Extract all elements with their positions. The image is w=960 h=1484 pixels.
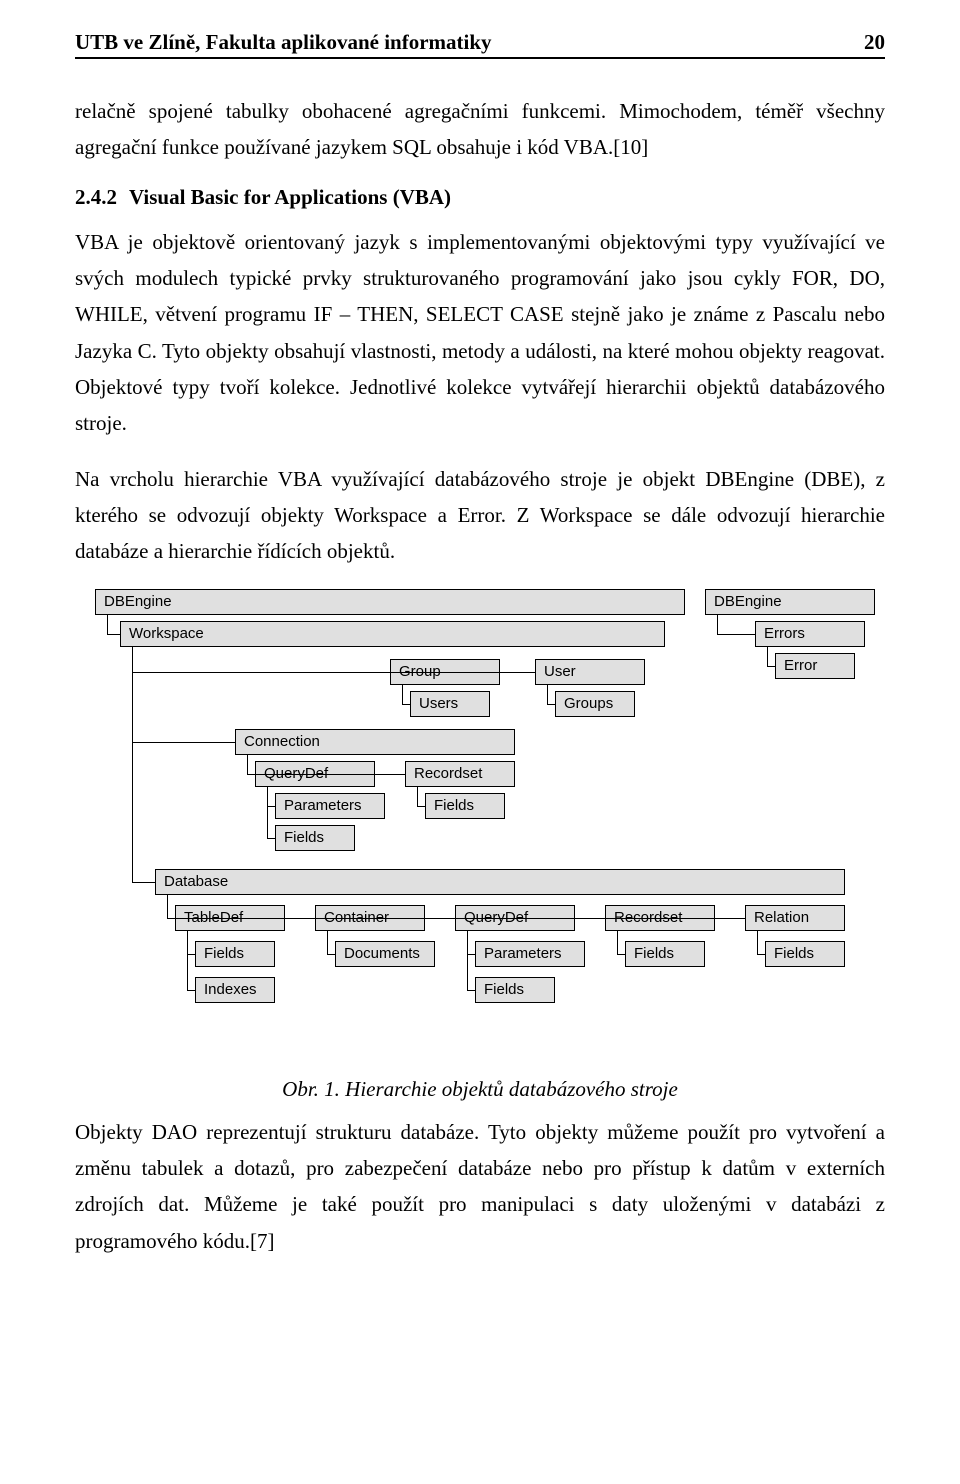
- paragraph-vba-desc: VBA je objektově orientovaný jazyk s imp…: [75, 224, 885, 441]
- diagram-connector: [327, 931, 328, 954]
- diagram-node-relation: Relation: [745, 905, 845, 931]
- paragraph-intro: relačně spojené tabulky obohacené agrega…: [75, 93, 885, 165]
- diagram-node-fields_r1: Fields: [425, 793, 505, 819]
- diagram-connector: [247, 774, 405, 775]
- diagram-connector: [617, 954, 625, 955]
- figure-caption: Obr. 1. Hierarchie objektů databázového …: [75, 1077, 885, 1102]
- diagram-connector: [187, 954, 195, 955]
- page-header: UTB ve Zlíně, Fakulta aplikované informa…: [75, 30, 885, 59]
- diagram-node-fields_q2: Fields: [475, 977, 555, 1003]
- diagram-connector: [327, 954, 335, 955]
- diagram-connector: [767, 666, 775, 667]
- diagram-node-fields_rs2: Fields: [625, 941, 705, 967]
- section-heading: 2.4.2 Visual Basic for Applications (VBA): [75, 185, 885, 210]
- diagram-connector: [417, 806, 425, 807]
- diagram-connector: [767, 647, 768, 666]
- diagram-node-connection: Connection: [235, 729, 515, 755]
- diagram-node-recordset1: Recordset: [405, 761, 515, 787]
- diagram-node-indexes: Indexes: [195, 977, 275, 1003]
- diagram-node-fields_q1: Fields: [275, 825, 355, 851]
- diagram-connector: [187, 990, 195, 991]
- paragraph-dao: Objekty DAO reprezentují strukturu datab…: [75, 1114, 885, 1258]
- diagram-connector: [402, 685, 403, 704]
- header-left: UTB ve Zlíně, Fakulta aplikované informa…: [75, 30, 492, 55]
- section-number: 2.4.2: [75, 185, 117, 209]
- diagram-connector: [547, 685, 548, 704]
- diagram-node-dbengineL: DBEngine: [95, 589, 685, 615]
- diagram-connector: [267, 838, 275, 839]
- diagram-connector: [132, 647, 133, 882]
- diagram-node-documents: Documents: [335, 941, 435, 967]
- diagram-connector: [717, 634, 755, 635]
- diagram-connector: [467, 954, 475, 955]
- paragraph-hierarchy: Na vrcholu hierarchie VBA využívající da…: [75, 461, 885, 569]
- diagram-connector: [757, 954, 765, 955]
- diagram-connector: [617, 931, 618, 954]
- diagram-node-fields_rel: Fields: [765, 941, 845, 967]
- diagram-node-user: User: [535, 659, 645, 685]
- diagram-connector: [132, 882, 155, 883]
- diagram-connector: [467, 931, 468, 990]
- figure-hierarchy: DBEngine DBEngine Workspace Errors Error Grou…: [75, 589, 885, 1102]
- section-title: Visual Basic for Applications (VBA): [129, 185, 451, 209]
- diagram-node-error: Error: [775, 653, 855, 679]
- diagram-node-workspace: Workspace: [120, 621, 665, 647]
- diagram-connector: [402, 704, 410, 705]
- diagram-node-errors: Errors: [755, 621, 865, 647]
- diagram-node-users: Users: [410, 691, 490, 717]
- diagram-connector: [132, 672, 535, 673]
- diagram-connector: [167, 918, 745, 919]
- diagram-connector: [467, 990, 475, 991]
- page-number: 20: [864, 30, 885, 55]
- diagram-connector: [107, 634, 120, 635]
- diagram-connector: [757, 931, 758, 954]
- diagram-canvas: DBEngine DBEngine Workspace Errors Error Grou…: [75, 589, 885, 1059]
- diagram-connector: [132, 742, 235, 743]
- diagram-node-groups: Groups: [555, 691, 635, 717]
- diagram-node-fields_td: Fields: [195, 941, 275, 967]
- diagram-connector: [247, 755, 248, 774]
- diagram-node-params1: Parameters: [275, 793, 385, 819]
- diagram-connector: [547, 704, 555, 705]
- diagram-connector: [187, 931, 188, 990]
- diagram-connector: [417, 787, 418, 806]
- diagram-connector: [267, 787, 268, 838]
- diagram-node-params2: Parameters: [475, 941, 585, 967]
- diagram-node-dbengineR: DBEngine: [705, 589, 875, 615]
- diagram-connector: [717, 615, 718, 634]
- diagram-connector: [267, 806, 275, 807]
- diagram-connector: [167, 895, 168, 918]
- diagram-node-database: Database: [155, 869, 845, 895]
- diagram-connector: [107, 615, 108, 634]
